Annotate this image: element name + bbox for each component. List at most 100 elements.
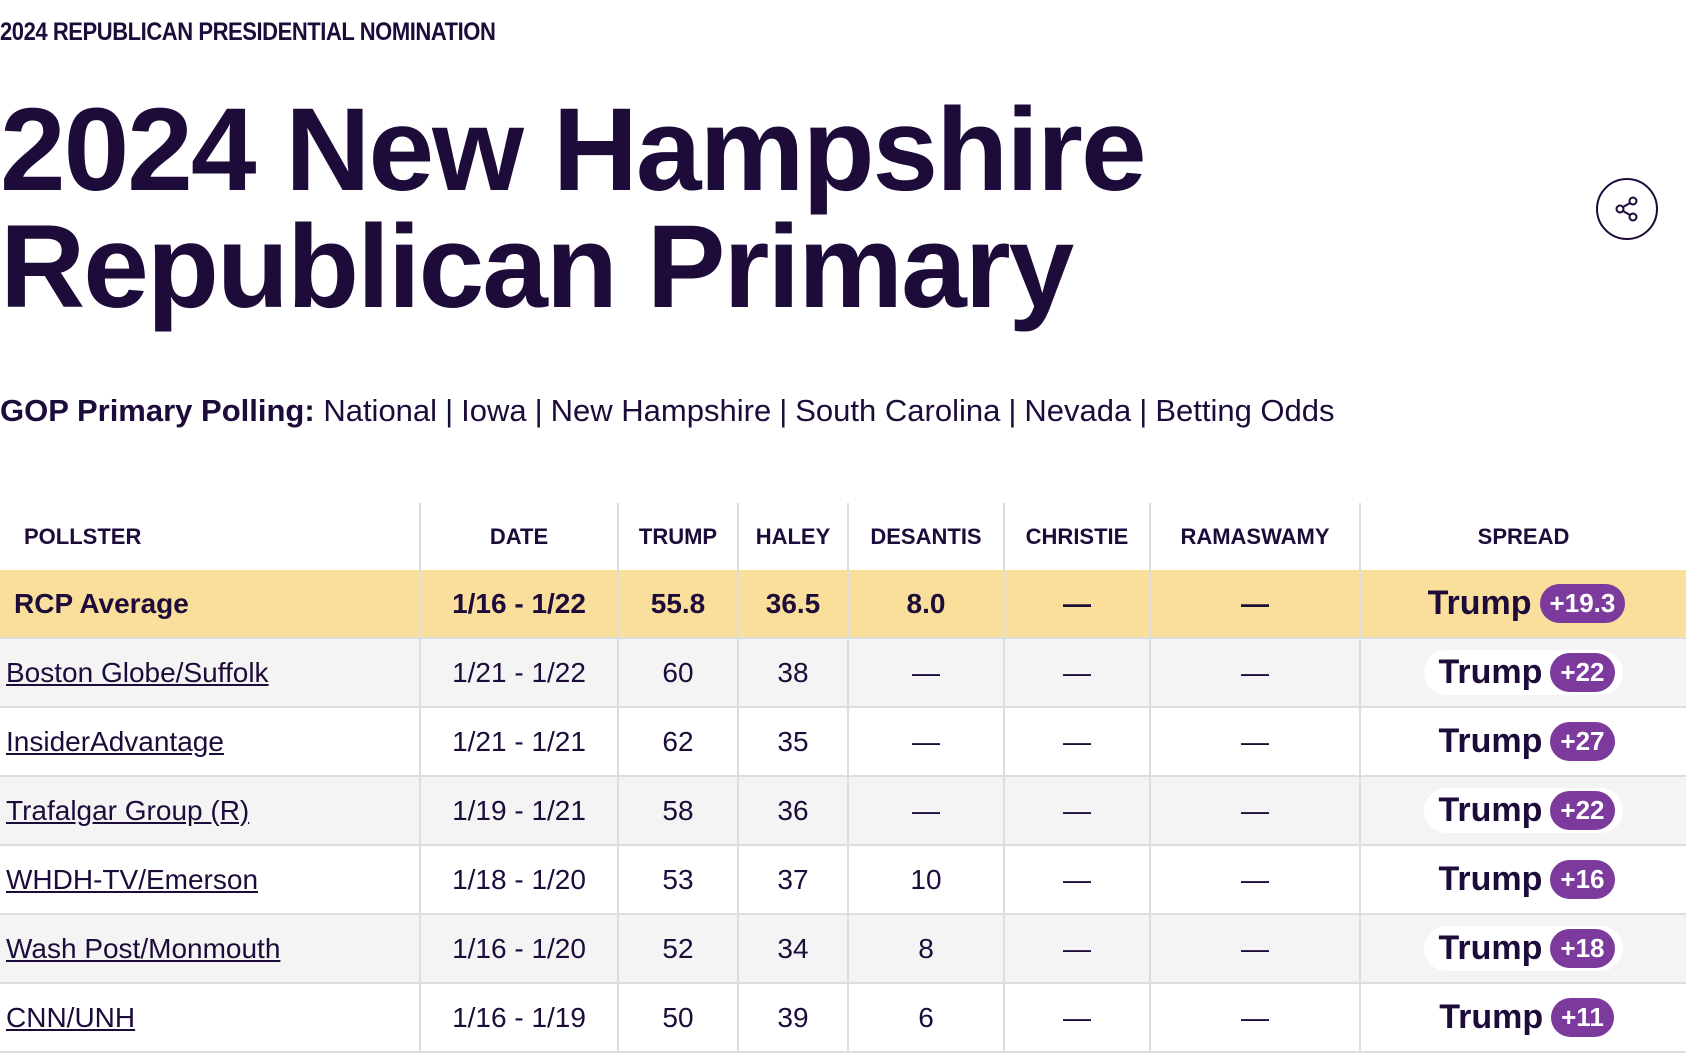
cell: 55.8 — [617, 570, 738, 639]
share-icon — [1615, 196, 1638, 222]
cell: 37 — [737, 845, 848, 915]
spread-cell: Trump +22 — [1359, 776, 1686, 846]
cell: 36.5 — [737, 570, 848, 639]
cell: — — [1003, 707, 1150, 777]
cell: 1/16 - 1/20 — [419, 914, 618, 984]
pollster-link[interactable]: WHDH-TV/Emerson — [6, 863, 259, 895]
column-header: TRUMP — [617, 503, 738, 570]
cell: — — [847, 707, 1004, 777]
spread-leader: Trump — [1438, 860, 1543, 898]
cell: — — [1003, 845, 1150, 915]
cell: 36 — [737, 776, 848, 846]
spread: Trump +22 — [1424, 650, 1623, 695]
column-header: DESANTIS — [847, 503, 1004, 570]
poll-row: Wash Post/Monmouth 1/16 - 1/20 52 34 8— — Trum… — [0, 914, 1686, 984]
cell: WHDH-TV/Emerson — [0, 845, 420, 915]
kicker: 2024 REPUBLICAN PRESIDENTIAL NOMINATION — [0, 18, 496, 46]
cell: — — [1003, 983, 1150, 1053]
cell: 1/21 - 1/22 — [419, 638, 618, 708]
cell: Trafalgar Group (R) — [0, 776, 420, 846]
cell: — — [1149, 570, 1360, 639]
cell: — — [1149, 914, 1360, 984]
cell: 10 — [847, 845, 1004, 915]
pollster-link[interactable]: Wash Post/Monmouth — [6, 932, 281, 964]
cell: 34 — [737, 914, 848, 984]
cell: 50 — [617, 983, 738, 1053]
cell: 1/19 - 1/21 — [419, 776, 618, 846]
spread-badge: +18 — [1550, 929, 1615, 968]
nav-separator: | — [445, 393, 454, 428]
spread: Trump +22 — [1424, 788, 1623, 833]
cell: — — [1149, 776, 1360, 846]
spread-cell: Trump +22 — [1359, 638, 1686, 708]
nav-separator: | — [534, 393, 543, 428]
pollster-link[interactable]: CNN/UNH — [6, 1001, 136, 1033]
cell: — — [1003, 914, 1150, 984]
nav-separator: | — [1139, 393, 1148, 428]
column-header: CHRISTIE — [1003, 503, 1150, 570]
nav-link[interactable]: New Hampshire — [550, 393, 772, 428]
cell: RCP Average — [0, 570, 420, 639]
cell: CNN/UNH — [0, 983, 420, 1053]
spread: Trump +19.3 — [1414, 581, 1634, 626]
cell: — — [1149, 845, 1360, 915]
poll-row: Trafalgar Group (R) 1/19 - 1/21 58 36— — — Tru… — [0, 776, 1686, 846]
cell: 1/18 - 1/20 — [419, 845, 618, 915]
nav-link[interactable]: National — [323, 393, 438, 428]
spread-leader: Trump — [1438, 722, 1543, 760]
cell: 53 — [617, 845, 738, 915]
nav-link[interactable]: Iowa — [461, 393, 527, 428]
nav-link[interactable]: Nevada — [1024, 393, 1132, 428]
column-header: DATE — [419, 503, 618, 570]
cell: 58 — [617, 776, 738, 846]
cell: — — [847, 776, 1004, 846]
cell: — — [1149, 983, 1360, 1053]
share-button[interactable] — [1596, 178, 1658, 240]
nav-separator: | — [779, 393, 788, 428]
spread-badge: +11 — [1551, 998, 1614, 1037]
spread-badge: +27 — [1550, 722, 1615, 761]
cell: 52 — [617, 914, 738, 984]
cell: 1/16 - 1/22 — [419, 570, 618, 639]
spread-cell: Trump +27 — [1359, 707, 1686, 777]
spread-badge: +16 — [1550, 860, 1615, 899]
cell: — — [1003, 776, 1150, 846]
poll-row: InsiderAdvantage 1/21 - 1/21 62 35— — — Trump +… — [0, 707, 1686, 777]
cell: 60 — [617, 638, 738, 708]
spread-badge: +22 — [1550, 653, 1615, 692]
pollster-link[interactable]: Trafalgar Group (R) — [6, 794, 250, 826]
cell: 1/16 - 1/19 — [419, 983, 618, 1053]
spread-cell: Trump +11 — [1359, 983, 1686, 1053]
pollster-link[interactable]: Boston Globe/Suffolk — [6, 656, 269, 688]
nav-link[interactable]: South Carolina — [795, 393, 1001, 428]
spread: Trump +27 — [1424, 719, 1622, 764]
nav-separator: | — [1008, 393, 1017, 428]
column-header: HALEY — [737, 503, 848, 570]
spread-leader: Trump — [1438, 653, 1543, 691]
column-header: RAMASWAMY — [1149, 503, 1360, 570]
cell: 1/21 - 1/21 — [419, 707, 618, 777]
cell: — — [1149, 707, 1360, 777]
average-row: RCP Average 1/16 - 1/22 55.8 36.5 8.0— — Trump… — [0, 570, 1686, 639]
spread: Trump +11 — [1425, 995, 1622, 1040]
spread: Trump +18 — [1424, 926, 1623, 971]
column-header: POLLSTER — [24, 523, 142, 549]
poll-row: Boston Globe/Suffolk 1/21 - 1/22 60 38— — — Tr… — [0, 638, 1686, 708]
cell: 62 — [617, 707, 738, 777]
cell: InsiderAdvantage — [0, 707, 420, 777]
cell: — — [1003, 638, 1150, 708]
cell: — — [847, 638, 1004, 708]
title-line: Republican Primary — [0, 201, 1074, 333]
cell: 39 — [737, 983, 848, 1053]
cell: 38 — [737, 638, 848, 708]
spread-leader: Trump — [1439, 998, 1544, 1036]
nav-link[interactable]: Betting Odds — [1155, 393, 1335, 428]
page-title: 2024 New Hampshire Republican Primary — [0, 84, 1147, 333]
poll-nav: GOP Primary Polling: National | Iowa | New H… — [0, 393, 1335, 429]
title-line: 2024 New Hampshire — [0, 84, 1147, 216]
poll-row: WHDH-TV/Emerson 1/18 - 1/20 53 37 10— — Trump +… — [0, 845, 1686, 915]
spread-leader: Trump — [1438, 791, 1543, 829]
pollster-link[interactable]: InsiderAdvantage — [6, 725, 224, 757]
cell: 6 — [847, 983, 1004, 1053]
